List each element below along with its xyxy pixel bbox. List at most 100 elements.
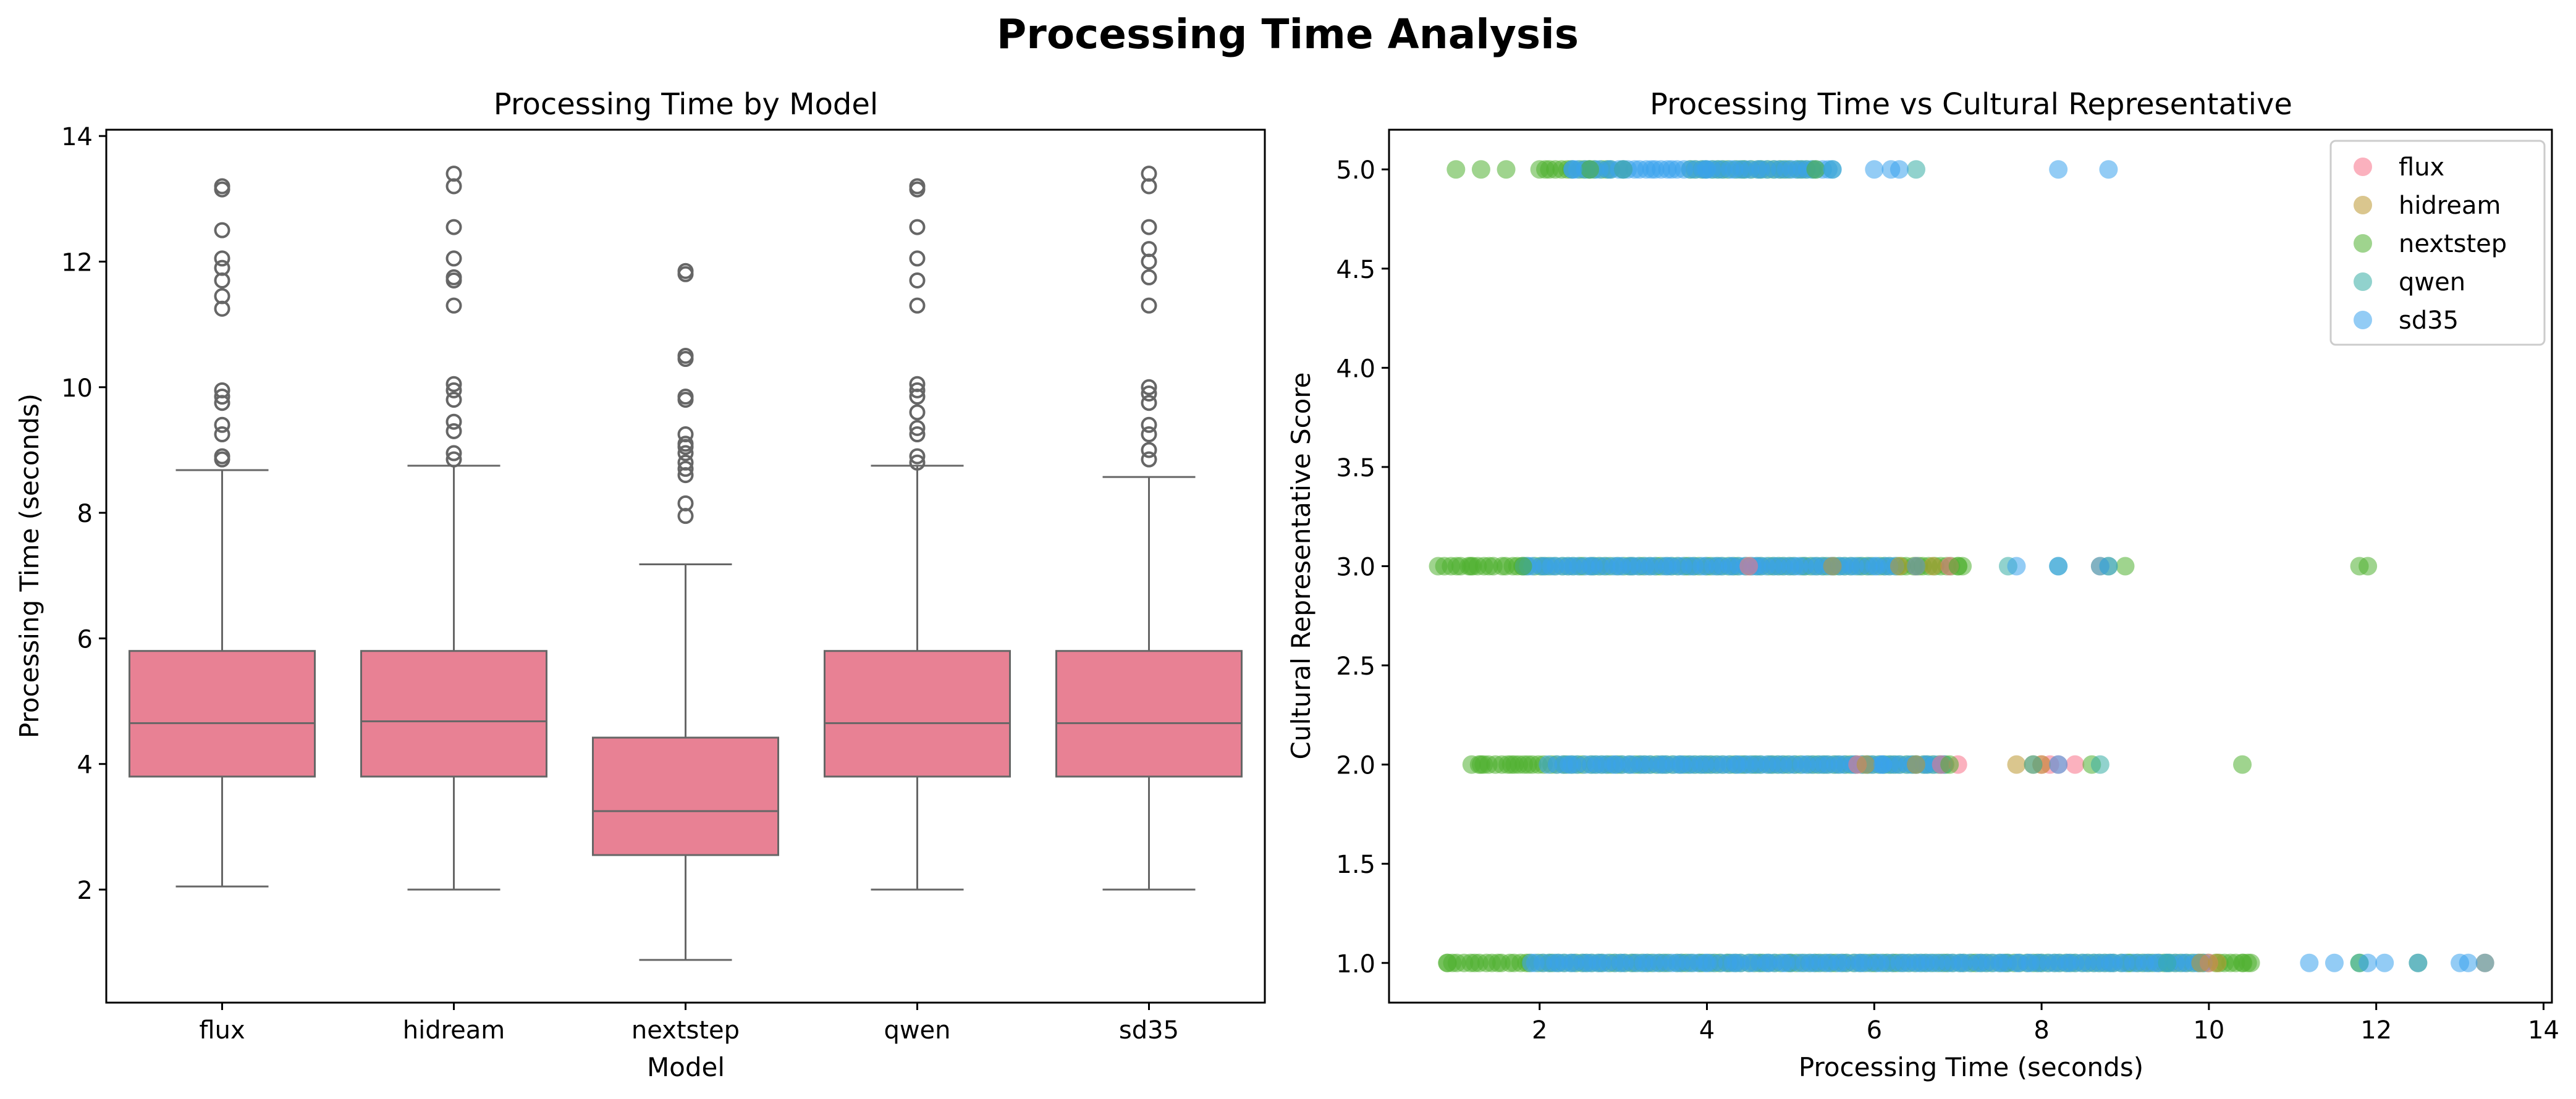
scatter-xtick-label: 8 bbox=[2033, 1016, 2049, 1045]
scatter-point-sd35 bbox=[1697, 160, 1717, 179]
scatter-point-nextstep bbox=[1446, 160, 1466, 179]
scatter-point-nextstep bbox=[1463, 557, 1482, 576]
scatter-point-nextstep bbox=[1940, 755, 1959, 774]
scatter-point-nextstep bbox=[2359, 557, 2378, 576]
box-outlier bbox=[677, 263, 694, 279]
scatter-chart-content: 2 4 6 8 10 12 14 1.0 1.5 2.0 2.5 3.0 3.5 4.0 4.5 5.0 bbox=[1336, 156, 2559, 1045]
scatter-chart-title: Processing Time vs Cultural Representati… bbox=[1650, 87, 2292, 122]
box-ytick-label: 12 bbox=[61, 248, 93, 277]
scatter-xtick-label: 10 bbox=[2193, 1016, 2224, 1045]
scatter-point-nextstep bbox=[1948, 557, 1967, 576]
scatter-ytick-label: 1.0 bbox=[1336, 950, 1375, 979]
box-outlier bbox=[909, 250, 926, 267]
box-chart-content: 2 4 6 8 10 12 14 flux hidream nextstep qwen sd35 bbox=[61, 123, 1243, 1045]
box-outlier bbox=[214, 448, 230, 465]
scatter-point-flux bbox=[1739, 557, 1759, 576]
box-outlier bbox=[1141, 395, 1157, 411]
box-outlier bbox=[1141, 269, 1157, 285]
box-outlier bbox=[909, 219, 926, 235]
box-outlier bbox=[1141, 416, 1157, 433]
box-ytick-label: 14 bbox=[61, 123, 93, 151]
scatter-point-nextstep bbox=[1580, 160, 1599, 179]
box-outlier bbox=[446, 445, 462, 461]
box-outlier bbox=[1141, 442, 1157, 458]
box-outlier bbox=[446, 423, 462, 439]
figure-title: Processing Time Analysis bbox=[997, 11, 1579, 58]
box-chart-title: Processing Time by Model bbox=[494, 87, 879, 122]
scatter-point-sd35 bbox=[1539, 755, 1558, 774]
box-nextstep bbox=[592, 736, 779, 856]
scatter-point-sd35 bbox=[1563, 160, 1582, 179]
scatter-point-qwen bbox=[2475, 953, 2494, 972]
scatter-point-sd35 bbox=[2049, 557, 2068, 576]
scatter-xtick-label: 12 bbox=[2360, 1016, 2392, 1045]
box-outlier bbox=[214, 389, 230, 405]
scatter-point-nextstep bbox=[1438, 953, 1457, 972]
scatter-xtick-label: 2 bbox=[1532, 1016, 1547, 1045]
box-outlier bbox=[214, 382, 230, 398]
box-outlier bbox=[1141, 219, 1157, 235]
legend-marker-qwen bbox=[2354, 272, 2372, 291]
scatter-point-nextstep bbox=[1505, 755, 1524, 774]
box-outlier bbox=[446, 166, 462, 182]
scatter-point-sd35 bbox=[2375, 953, 2394, 972]
box-outlier bbox=[909, 404, 926, 421]
scatter-ytick-label: 5.0 bbox=[1336, 156, 1375, 185]
scatter-point-nextstep bbox=[2233, 755, 2252, 774]
box-outlier bbox=[909, 419, 926, 436]
scatter-ytick-label: 4.0 bbox=[1336, 355, 1375, 383]
box-outlier bbox=[1141, 451, 1157, 468]
box-chart-xlabel: Model bbox=[647, 1052, 725, 1082]
box-xtick-label: sd35 bbox=[1119, 1016, 1179, 1045]
scatter-point-nextstep bbox=[2116, 557, 2135, 576]
scatter-point-hidream bbox=[1906, 755, 1925, 774]
scatter-point-sd35 bbox=[1890, 160, 1909, 179]
legend-label-sd35: sd35 bbox=[2399, 306, 2459, 335]
box-outlier bbox=[214, 250, 230, 267]
box-outlier bbox=[1141, 241, 1157, 258]
box-flux bbox=[129, 650, 316, 778]
box-sd35 bbox=[1055, 650, 1243, 778]
box-outlier bbox=[677, 436, 694, 452]
box-outlier bbox=[909, 382, 926, 398]
box-outlier bbox=[677, 445, 694, 461]
scatter-point-sd35 bbox=[2451, 953, 2470, 972]
scatter-point-sd35 bbox=[2409, 953, 2428, 972]
scatter-point-nextstep bbox=[1513, 557, 1532, 576]
box-outlier bbox=[214, 178, 230, 195]
box-outlier bbox=[909, 178, 926, 195]
box-outlier bbox=[677, 495, 694, 512]
box-chart-ylabel: Processing Time (seconds) bbox=[14, 394, 44, 738]
box-xtick-label: flux bbox=[199, 1016, 245, 1045]
box-outlier bbox=[446, 382, 462, 398]
scatter-point-sd35 bbox=[2359, 953, 2378, 972]
box-ytick-label: 6 bbox=[77, 625, 93, 654]
scatter-chart-ylabel: Cultural Representative Score bbox=[1286, 372, 1316, 759]
box-outlier bbox=[1141, 297, 1157, 314]
scatter-xtick-label: 6 bbox=[1867, 1016, 1882, 1045]
box-ytick-label: 8 bbox=[77, 500, 93, 528]
box-ytick-label: 2 bbox=[77, 877, 93, 905]
scatter-point-hidream bbox=[1924, 557, 1943, 576]
legend-marker-hidream bbox=[2354, 196, 2372, 214]
scatter-point-sd35 bbox=[1873, 755, 1892, 774]
legend-label-hidream: hidream bbox=[2399, 192, 2501, 220]
scatter-point-hidream bbox=[2191, 953, 2210, 972]
scatter-xtick-label: 14 bbox=[2528, 1016, 2559, 1045]
scatter-point-hidream bbox=[2208, 953, 2227, 972]
box-xtick-label: qwen bbox=[884, 1016, 950, 1045]
box-outlier bbox=[1141, 426, 1157, 443]
scatter-point-sd35 bbox=[1865, 160, 1884, 179]
legend-box bbox=[2329, 140, 2546, 346]
scatter-point-qwen bbox=[1906, 160, 1925, 179]
box-outlier bbox=[214, 222, 230, 238]
box-outlier bbox=[214, 426, 230, 443]
scatter-point-qwen bbox=[2158, 953, 2177, 972]
scatter-point-qwen bbox=[2090, 755, 2109, 774]
scatter-ytick-label: 1.5 bbox=[1336, 851, 1375, 879]
legend-label-flux: flux bbox=[2399, 153, 2444, 182]
scatter-point-hidream bbox=[2007, 755, 2026, 774]
scatter-point-qwen bbox=[2024, 755, 2043, 774]
box-qwen bbox=[824, 650, 1011, 778]
scatter-point-sd35 bbox=[2300, 953, 2319, 972]
